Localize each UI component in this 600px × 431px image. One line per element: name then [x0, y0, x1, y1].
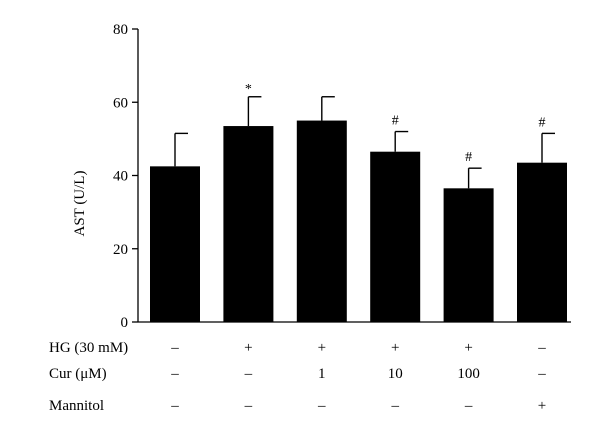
condition-cell: –: [537, 366, 546, 382]
condition-cell: –: [244, 366, 253, 382]
bar: [443, 188, 494, 322]
bar: [296, 120, 347, 322]
condition-cell: –: [170, 398, 179, 414]
bars: * # # #: [138, 82, 571, 323]
condition-cell: –: [390, 398, 399, 414]
y-tick-label: 40: [113, 169, 128, 185]
condition-cell: +: [464, 340, 472, 356]
condition-cell: +: [538, 398, 546, 414]
condition-row-label: Mannitol: [49, 398, 104, 414]
bar: [370, 151, 421, 322]
y-tick-label: 20: [113, 242, 128, 258]
condition-cell: +: [318, 340, 326, 356]
significance-mark: #: [392, 114, 399, 129]
condition-cell: 1: [318, 366, 326, 382]
y-tick-label: 80: [113, 22, 128, 38]
condition-cell: –: [170, 366, 179, 382]
condition-cell: 10: [388, 366, 403, 382]
condition-table: HG (30 mM) – + + + + – Cur (μM) – – 1 10 100 – Mannito…: [49, 340, 546, 414]
condition-row-label: HG (30 mM): [49, 340, 128, 356]
condition-cell: 100: [457, 366, 480, 382]
condition-cell: +: [244, 340, 252, 356]
condition-cell: –: [464, 398, 473, 414]
y-axis: 0 20 40 60 80: [113, 22, 139, 331]
y-axis-label: AST (U/L): [72, 171, 88, 237]
y-tick-label: 0: [121, 315, 129, 331]
y-tick-label: 60: [113, 95, 128, 111]
condition-cell: –: [317, 398, 326, 414]
condition-cell: –: [170, 340, 179, 356]
condition-cell: –: [244, 398, 253, 414]
condition-cell: –: [537, 340, 546, 356]
bar: [150, 166, 200, 322]
significance-mark: #: [539, 115, 546, 130]
bar: [517, 162, 567, 322]
significance-mark: *: [245, 82, 252, 97]
condition-row-label: Cur (μM): [49, 366, 107, 382]
significance-mark: #: [465, 150, 472, 165]
condition-cell: +: [391, 340, 399, 356]
bar: [223, 126, 274, 323]
